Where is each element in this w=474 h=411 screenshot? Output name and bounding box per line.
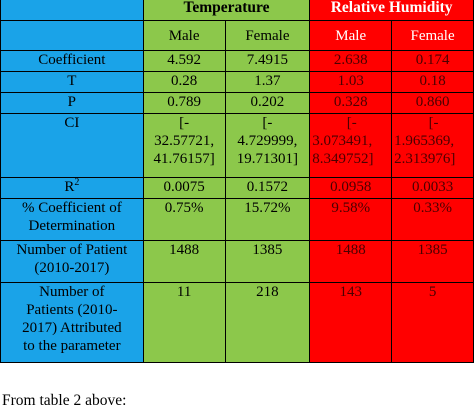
table-cell: 218 (224, 282, 311, 363)
row-label: P (0, 92, 144, 114)
subheader-row: Male Female Male Female (0, 20, 474, 51)
table-cell: 0.789 (142, 92, 226, 114)
table-cell: 1385 (391, 240, 474, 283)
row-label: T (0, 71, 144, 93)
table-cell: 11 (142, 282, 226, 363)
row-label: CI (0, 113, 144, 178)
table-cell: 0.860 (391, 92, 474, 114)
table-cell: 1.03 (309, 71, 393, 93)
row-label: Number of Patient (2010-2017) (0, 240, 144, 283)
table-cell: 0.33% (391, 198, 474, 241)
table-cell: 1488 (309, 240, 393, 283)
attributed-row: Number of Patients (2010- 2017) Attributed… (0, 282, 474, 363)
row-label: % Coefficient of Determination (0, 198, 144, 241)
subheader-corner-cell (0, 20, 144, 51)
humidity-male-header: Male (309, 20, 393, 51)
table-cell: 4.592 (142, 50, 226, 72)
table-cell: 0.202 (224, 92, 311, 114)
table-cell: 0.0075 (142, 177, 226, 199)
humidity-female-header: Female (391, 20, 474, 51)
ci-cell: [- 4.729999, 19.71301] (224, 113, 311, 178)
table-cell: 0.1572 (224, 177, 311, 199)
table-cell: 1385 (224, 240, 311, 283)
table-cell: 0.328 (309, 92, 393, 114)
table-cell: 0.0958 (309, 177, 393, 199)
table-cell: 9.58% (309, 198, 393, 241)
r2-row: R2 0.0075 0.1572 0.0958 0.0033 (0, 177, 474, 199)
results-table: Temperature Relative Humidity Male Femal… (0, 0, 474, 363)
table-cell: 0.75% (142, 198, 226, 241)
ci-row: CI [- 32.57721, 41.76157] [- 4.729999, 19.71… (0, 113, 474, 178)
row-label: R2 (0, 177, 144, 199)
ci-cell: [- 1.965369, 2.313976] (391, 113, 474, 178)
row-label: Coefficient (0, 50, 144, 72)
table-cell: 0.18 (391, 71, 474, 93)
temp-female-header: Female (224, 20, 311, 51)
ci-cell: [- 32.57721, 41.76157] (142, 113, 226, 178)
humidity-header: Relative Humidity (309, 0, 474, 21)
header-row: Temperature Relative Humidity (0, 0, 474, 21)
table-cell: 0.174 (391, 50, 474, 72)
table-cell: 1.37 (224, 71, 311, 93)
patients-row: Number of Patient (2010-2017) 1488 1385 1… (0, 240, 474, 283)
table-cell: 5 (391, 282, 474, 363)
table-cell: 143 (309, 282, 393, 363)
coefficient-row: Coefficient 4.592 7.4915 2.638 0.174 (0, 50, 474, 72)
header-corner-cell (0, 0, 144, 21)
table-cell: 1488 (142, 240, 226, 283)
temp-male-header: Male (142, 20, 226, 51)
table-cell: 15.72% (224, 198, 311, 241)
table-cell: 2.638 (309, 50, 393, 72)
table-cell: 0.0033 (391, 177, 474, 199)
table-cell: 0.28 (142, 71, 226, 93)
p-row: P 0.789 0.202 0.328 0.860 (0, 92, 474, 114)
ci-cell: [- 3.073491, 8.349752] (309, 113, 393, 178)
t-row: T 0.28 1.37 1.03 0.18 (0, 71, 474, 93)
temperature-header: Temperature (142, 0, 311, 21)
footer-text: From table 2 above: (2, 392, 127, 409)
row-label: Number of Patients (2010- 2017) Attributed… (0, 282, 144, 363)
pct-row: % Coefficient of Determination 0.75% 15.7… (0, 198, 474, 241)
table-cell: 7.4915 (224, 50, 311, 72)
